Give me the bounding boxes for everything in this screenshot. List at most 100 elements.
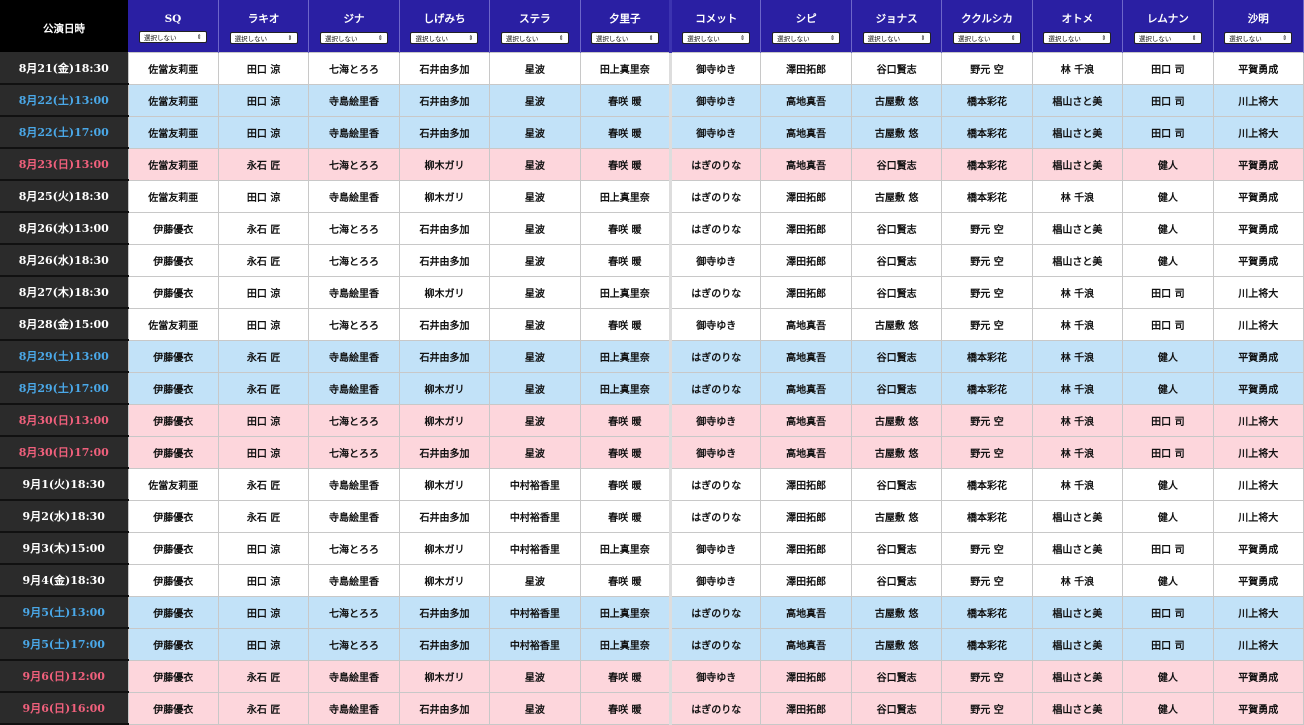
cast-cell: 平賀勇成: [1212, 531, 1304, 565]
performance-date: 8月29(土)13:00: [0, 340, 128, 373]
cast-cell: 星波: [489, 691, 581, 725]
cast-cell: 谷口賢志: [850, 51, 943, 85]
role-filter-select[interactable]: 選択しない ⇕: [229, 32, 298, 45]
role-name: オトメ: [1061, 13, 1094, 26]
cast-cell: 田口 司: [1122, 403, 1214, 437]
cast-cell: 春咲 暖: [579, 115, 672, 149]
cast-cell: 平賀勇成: [1212, 563, 1304, 597]
select-value: 選択しない: [415, 35, 448, 44]
cast-cell: 谷口賢志: [850, 147, 943, 181]
cast-cell: 星波: [489, 403, 581, 437]
cast-cell: 七海とろろ: [308, 627, 400, 661]
performance-row: 8月22(土)13:00 佐當友莉亜 田口 涼寺島絵里香 石井由多加 星波 春咲 暖御寺ゆ…: [0, 83, 1304, 117]
cast-cell: 伊藤優衣: [127, 499, 219, 533]
cast-cell: はぎのりな: [669, 339, 762, 373]
performance-date: 8月21(金)18:30: [0, 52, 128, 85]
cast-cell: 谷口賢志: [850, 531, 943, 565]
cast-cell: 椙山さと美: [1031, 595, 1124, 629]
cast-cell: 健人: [1122, 179, 1214, 213]
cast-cell: 椙山さと美: [1031, 691, 1124, 725]
role-column-header: しげみち 選択しない ⇕: [399, 0, 491, 52]
cast-cell: 春咲 暖: [579, 211, 672, 245]
cast-cell: 寺島絵里香: [308, 499, 400, 533]
cast-cell: 林 千浪: [1031, 371, 1124, 405]
role-filter-select[interactable]: 選択しない ⇕: [1224, 32, 1293, 45]
cast-cell: 石井由多加: [398, 115, 491, 149]
cast-cell: 春咲 暖: [579, 243, 672, 277]
cast-cell: 春咲 暖: [579, 147, 672, 181]
cast-cell: 古屋敷 悠: [850, 307, 943, 341]
cast-cell: はぎのりな: [669, 467, 762, 501]
performance-row: 8月25(火)18:30 佐當友莉亜 田口 涼寺島絵里香 柳木ガリ 星波 田上真里奈 はぎの…: [0, 179, 1304, 213]
cast-cell: 林 千浪: [1031, 435, 1124, 469]
cast-cell: 永石 匠: [217, 691, 310, 725]
cast-cell: 橋本彩花: [941, 467, 1033, 501]
select-value: 選択しない: [687, 35, 720, 44]
cast-cell: 石井由多加: [398, 243, 491, 277]
cast-cell: 永石 匠: [217, 371, 310, 405]
select-value: 選択しない: [777, 35, 810, 44]
role-filter-select[interactable]: 選択しない ⇕: [590, 32, 659, 45]
role-filter-select[interactable]: 選択しない ⇕: [138, 30, 207, 43]
cast-cell: 川上将大: [1212, 499, 1304, 533]
cast-cell: 川上将大: [1212, 275, 1304, 309]
cast-cell: 田上真里奈: [579, 275, 672, 309]
performance-row: 8月27(木)18:30 伊藤優衣 田口 涼寺島絵里香 柳木ガリ 星波 田上真里奈 はぎのり…: [0, 275, 1304, 309]
cast-cell: 中村裕香里: [489, 467, 581, 501]
role-name: ジョナス: [875, 13, 918, 26]
cast-cell: 平賀勇成: [1212, 211, 1304, 245]
updown-chevron-icon: ⇕: [1010, 34, 1016, 43]
role-filter-select[interactable]: 選択しない ⇕: [682, 32, 751, 45]
updown-chevron-icon: ⇕: [920, 34, 926, 43]
cast-cell: 七海とろろ: [308, 243, 400, 277]
performance-date: 9月5(土)13:00: [0, 596, 128, 629]
cast-cell: 伊藤優衣: [127, 275, 219, 309]
cast-cell: 佐當友莉亜: [127, 115, 219, 149]
cast-cell: はぎのりな: [669, 371, 762, 405]
updown-chevron-icon: ⇕: [377, 34, 384, 43]
cast-cell: 高地真吾: [760, 339, 852, 373]
cast-cell: 星波: [489, 435, 581, 469]
cast-cell: 佐當友莉亜: [127, 51, 219, 85]
cast-cell: 澤田拓郎: [760, 659, 852, 693]
cast-cell: 伊藤優衣: [127, 339, 219, 373]
cast-cell: 永石 匠: [217, 211, 310, 245]
role-filter-select[interactable]: 選択しない ⇕: [320, 32, 389, 45]
cast-cell: 川上将大: [1212, 115, 1304, 149]
performance-row: 8月22(土)17:00 佐當友莉亜 田口 涼寺島絵里香 石井由多加 星波 春咲 暖御寺ゆ…: [0, 115, 1304, 149]
cast-cell: 椙山さと美: [1031, 211, 1124, 245]
cast-cell: 古屋敷 悠: [850, 403, 943, 437]
cast-cell: 永石 匠: [217, 467, 310, 501]
role-filter-select[interactable]: 選択しない ⇕: [1043, 32, 1112, 45]
cast-cell: 椙山さと美: [1031, 83, 1124, 117]
role-name: 夕里子: [609, 13, 641, 26]
performance-date: 8月27(木)18:30: [0, 276, 128, 309]
cast-cell: 野元 空: [941, 51, 1033, 85]
role-filter-select[interactable]: 選択しない ⇕: [862, 32, 931, 45]
cast-cell: 高地真吾: [760, 403, 852, 437]
performance-date: 9月6(日)16:00: [0, 692, 128, 725]
cast-cell: 伊藤優衣: [127, 435, 219, 469]
cast-cell: 澤田拓郎: [760, 563, 852, 597]
cast-cell: 永石 匠: [217, 147, 310, 181]
cast-cell: 林 千浪: [1031, 275, 1124, 309]
cast-cell: 川上将大: [1212, 627, 1304, 661]
role-filter-select[interactable]: 選択しない ⇕: [772, 32, 841, 45]
cast-cell: 永石 匠: [217, 659, 310, 693]
performance-row: 9月3(木)15:00 伊藤優衣 田口 涼七海とろろ 柳木ガリ 中村裕香里 田上真里奈 御寺…: [0, 531, 1304, 565]
performance-row: 9月6(日)12:00 伊藤優衣 永石 匠寺島絵里香 柳木ガリ 星波 春咲 暖御寺ゆき 澤田…: [0, 659, 1304, 693]
cast-cell: 椙山さと美: [1031, 659, 1124, 693]
cast-cell: 健人: [1122, 371, 1214, 405]
cast-cell: 七海とろろ: [308, 595, 400, 629]
cast-cell: 橋本彩花: [941, 147, 1033, 181]
cast-cell: 田口 涼: [217, 179, 310, 213]
role-filter-select[interactable]: 選択しない ⇕: [953, 32, 1021, 45]
role-filter-select[interactable]: 選択しない ⇕: [500, 32, 569, 45]
updown-chevron-icon: ⇕: [648, 34, 654, 43]
role-filter-select[interactable]: 選択しない ⇕: [1133, 32, 1202, 45]
cast-cell: 七海とろろ: [308, 307, 400, 341]
performance-row: 9月1(火)18:30 佐當友莉亜 永石 匠寺島絵里香 柳木ガリ 中村裕香里 春咲 暖はぎ…: [0, 467, 1304, 501]
role-filter-select[interactable]: 選択しない ⇕: [410, 32, 479, 45]
cast-cell: 林 千浪: [1031, 307, 1124, 341]
cast-cell: 春咲 暖: [579, 467, 672, 501]
